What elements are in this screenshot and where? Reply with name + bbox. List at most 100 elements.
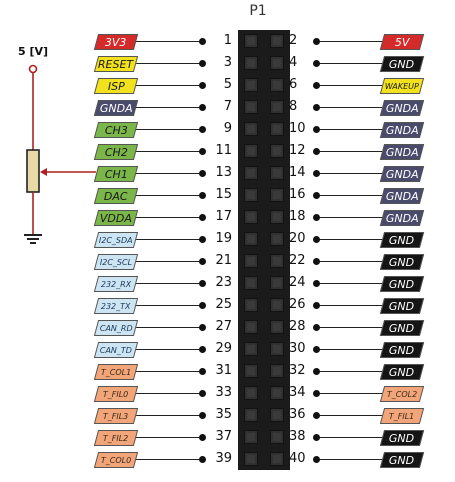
pin-wire xyxy=(136,437,202,438)
pin-number: 19 xyxy=(215,231,232,246)
pin-wire xyxy=(316,41,382,42)
pin-number: 9 xyxy=(223,121,232,136)
signal-name: GNDA xyxy=(385,189,419,203)
signal-name: GND xyxy=(389,321,415,335)
pin-dot-icon xyxy=(313,346,320,353)
connector-pin-cell xyxy=(244,188,258,202)
connector-pin-cell xyxy=(244,166,258,180)
pin-number: 8 xyxy=(289,99,298,114)
pin-dot-icon xyxy=(199,434,206,441)
pin-wire xyxy=(316,459,382,460)
signal-name: GND xyxy=(389,431,415,445)
connector-pin-cell xyxy=(244,232,258,246)
signal-name: T_COL0 xyxy=(100,455,132,465)
pin-26-signal-label: GND xyxy=(379,298,425,314)
signal-name: WAKEUP xyxy=(385,81,419,91)
pin-row: 232_TX 25 GND 26 xyxy=(0,295,455,317)
pin-row: DAC 15 GNDA 16 xyxy=(0,185,455,207)
pin-row: I2C_SDA 19 GND 20 xyxy=(0,229,455,251)
signal-name: 3V3 xyxy=(105,35,127,49)
pin-dot-icon xyxy=(313,60,320,67)
pin-number: 4 xyxy=(289,55,298,70)
signal-name: T_FIL0 xyxy=(103,389,129,399)
pin-wire xyxy=(316,349,382,350)
connector-pin-cell xyxy=(270,298,284,312)
pin-number: 17 xyxy=(215,209,232,224)
pin-dot-icon xyxy=(199,258,206,265)
pin-wire xyxy=(316,173,382,174)
pin-number: 21 xyxy=(215,253,232,268)
pin-number: 27 xyxy=(215,319,232,334)
pin-wire xyxy=(136,107,202,108)
pin-number: 34 xyxy=(289,385,306,400)
pin-row: 232_RX 23 GND 24 xyxy=(0,273,455,295)
connector-pin-cell xyxy=(244,34,258,48)
pin-25-signal-label: 232_TX xyxy=(93,298,139,314)
pin-dot-icon xyxy=(199,214,206,221)
pin-36-signal-label: T_FIL1 xyxy=(379,408,425,424)
pin-dot-icon xyxy=(199,280,206,287)
pin-32-signal-label: GND xyxy=(379,364,425,380)
signal-name: CAN_RD xyxy=(99,323,133,333)
pin-dot-icon xyxy=(313,192,320,199)
pin-number: 31 xyxy=(215,363,232,378)
pin-number: 1 xyxy=(223,33,232,48)
pin-10-signal-label: GNDA xyxy=(379,122,425,138)
pin-wire xyxy=(316,437,382,438)
signal-name: 232_RX xyxy=(100,279,132,289)
connector-pin-cell xyxy=(244,430,258,444)
pin-dot-icon xyxy=(313,38,320,45)
connector-pin-cell xyxy=(270,122,284,136)
pin-dot-icon xyxy=(313,434,320,441)
pin-row: CAN_RD 27 GND 28 xyxy=(0,317,455,339)
pin-8-signal-label: GNDA xyxy=(379,100,425,116)
pin-13-signal-label: CH1 xyxy=(93,166,139,182)
pin-number: 7 xyxy=(223,99,232,114)
pin-wire xyxy=(316,327,382,328)
pin-37-signal-label: T_FIL2 xyxy=(93,430,139,446)
pin-5-signal-label: ISP xyxy=(93,78,139,94)
pin-dot-icon xyxy=(199,368,206,375)
pin-dot-icon xyxy=(199,324,206,331)
pin-wire xyxy=(136,217,202,218)
connector-pin-cell xyxy=(244,78,258,92)
connector-pin-cell xyxy=(244,452,258,466)
pin-wire xyxy=(136,239,202,240)
pin-12-signal-label: GNDA xyxy=(379,144,425,160)
signal-name: T_FIL1 xyxy=(389,411,415,421)
signal-name: GND xyxy=(389,299,415,313)
connector-pin-cell xyxy=(244,100,258,114)
connector-pin-cell xyxy=(270,210,284,224)
pin-wire xyxy=(136,41,202,42)
pin-number: 24 xyxy=(289,275,306,290)
connector-pin-cell xyxy=(244,56,258,70)
pin-14-signal-label: GNDA xyxy=(379,166,425,182)
pin-dot-icon xyxy=(313,324,320,331)
pin-19-signal-label: I2C_SDA xyxy=(93,232,139,248)
pin-dot-icon xyxy=(199,104,206,111)
pin-wire xyxy=(136,151,202,152)
pin-number: 35 xyxy=(215,407,232,422)
pin-33-signal-label: T_FIL0 xyxy=(93,386,139,402)
pin-row: GNDA 7 GNDA 8 xyxy=(0,97,455,119)
signal-name: CH1 xyxy=(104,167,128,181)
pin-row: T_FIL0 33 T_COL2 34 xyxy=(0,383,455,405)
signal-name: GND xyxy=(389,255,415,269)
pin-row: CH2 11 GNDA 12 xyxy=(0,141,455,163)
pin-31-signal-label: T_COL1 xyxy=(93,364,139,380)
pin-dot-icon xyxy=(199,126,206,133)
connector-pin-cell xyxy=(244,386,258,400)
connector-pin-cell xyxy=(270,78,284,92)
connector-pin-cell xyxy=(270,276,284,290)
pin-wire xyxy=(136,459,202,460)
pin-row: CH1 13 GNDA 14 xyxy=(0,163,455,185)
signal-name: VDDA xyxy=(100,211,132,225)
signal-name: 5V xyxy=(394,35,410,49)
pin-row: I2C_SCL 21 GND 22 xyxy=(0,251,455,273)
signal-name: CH2 xyxy=(104,145,128,159)
connector-pin-cell xyxy=(244,210,258,224)
pin-dot-icon xyxy=(199,82,206,89)
pin-2-signal-label: 5V xyxy=(379,34,425,50)
pin-wire xyxy=(136,63,202,64)
pin-dot-icon xyxy=(313,236,320,243)
